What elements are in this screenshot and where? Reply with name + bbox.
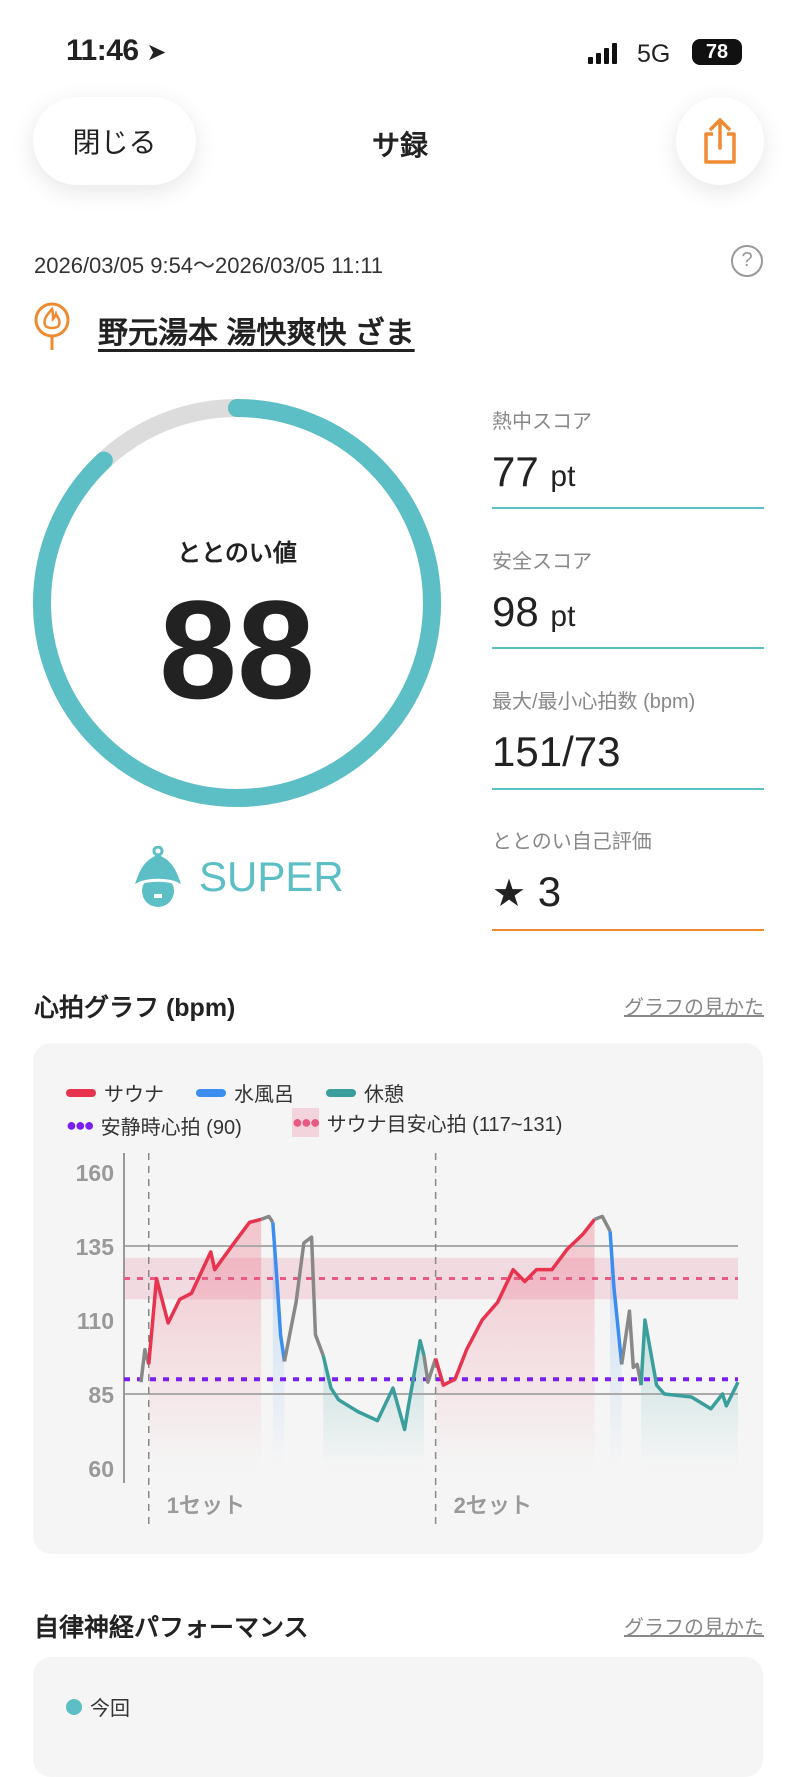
area-rest: [323, 1340, 424, 1468]
safety-score-value: 98 pt: [492, 588, 576, 635]
hr-line-other: [139, 1347, 151, 1383]
close-label: 閉じる: [72, 127, 157, 158]
y-tick-label: 85: [88, 1382, 114, 1408]
network-type: 5G: [637, 40, 671, 68]
divider: [492, 788, 764, 790]
safety-score-label: 安全スコア: [492, 551, 592, 573]
score-rank: SUPER: [199, 853, 344, 900]
heart-rate-range-value: 151/73: [492, 728, 621, 775]
score-ring-progress: [33, 399, 441, 807]
legend-cold: 水風呂: [196, 1078, 294, 1107]
score-ring: [33, 399, 441, 807]
hr-line-sauna: [433, 1218, 596, 1387]
heat-score-value: 77 pt: [492, 448, 576, 495]
heart-graph-help-link[interactable]: グラフの見かた: [624, 997, 764, 1019]
score-label: ととのい値: [177, 540, 297, 567]
sauna-pin-icon: [34, 302, 70, 350]
heart-rate-chart: 160 135 110 85 60 1セット 2セット: [76, 1153, 740, 1525]
current-dot-icon: [66, 1698, 82, 1715]
legend-resting-hr: ●●● 安静時心拍 (90): [66, 1115, 242, 1139]
legend-rest: 休憩: [326, 1078, 404, 1107]
hr-line-other: [260, 1214, 275, 1224]
battery-icon: 78: [692, 39, 742, 65]
self-rating-label: ととのい自己評価: [492, 831, 652, 853]
score-value: 88: [159, 571, 315, 728]
hr-line-other: [282, 1235, 325, 1362]
location-arrow-icon: ➤: [146, 39, 167, 66]
autonomic-title: 自律神経パフォーマンス: [34, 1614, 309, 1642]
help-icon[interactable]: ?: [731, 245, 763, 277]
legend-target-hr: ●●● サウナ目安心拍 (117~131): [292, 1108, 562, 1137]
divider: [492, 647, 764, 649]
hr-line-other: [422, 1355, 438, 1384]
y-tick-label: 160: [76, 1160, 114, 1186]
share-icon: [704, 118, 736, 164]
divider: [492, 929, 764, 931]
hr-line-sauna: [147, 1217, 262, 1365]
y-tick-label: 60: [88, 1456, 114, 1482]
legend-current: 今回: [66, 1692, 130, 1721]
legend-sauna: サウナ: [66, 1078, 164, 1107]
heart-graph-title: 心拍グラフ (bpm): [34, 994, 236, 1022]
hr-line-rest: [639, 1318, 740, 1411]
heat-score-label: 熱中スコア: [492, 411, 592, 433]
set-label: 2セット: [454, 1493, 532, 1518]
session-date-range: 2026/03/05 9:54～2026/03/05 11:11: [34, 253, 384, 278]
y-tick-label: 135: [76, 1234, 115, 1260]
hr-line-other: [619, 1309, 643, 1386]
signal-icon: [588, 42, 617, 64]
star-icon: ★: [492, 873, 527, 915]
hr-line-cold: [271, 1222, 287, 1362]
sauna-hat-icon: [135, 846, 181, 907]
close-button[interactable]: 閉じる: [33, 97, 196, 185]
area-rest: [641, 1320, 738, 1468]
hr-line-rest: [321, 1338, 426, 1432]
share-button[interactable]: [676, 97, 764, 185]
area-sauna: [435, 1219, 595, 1468]
venue-link[interactable]: 野元湯本 湯快爽快 ざま: [98, 317, 415, 350]
autonomic-card: [33, 1657, 763, 1777]
autonomic-help-link[interactable]: グラフの見かた: [624, 1617, 764, 1639]
area-sauna: [148, 1219, 262, 1468]
heart-rate-range-label: 最大/最小心拍数 (bpm): [492, 691, 696, 713]
hr-line-cold: [608, 1231, 624, 1365]
self-rating-value[interactable]: ★ 3: [492, 868, 562, 915]
y-tick-label: 110: [77, 1308, 114, 1334]
hr-line-other: [593, 1214, 612, 1233]
page-title: サ録: [371, 130, 428, 161]
status-time: 11:46 ➤: [66, 34, 167, 67]
set-label: 1セット: [167, 1493, 245, 1518]
divider: [492, 507, 764, 509]
